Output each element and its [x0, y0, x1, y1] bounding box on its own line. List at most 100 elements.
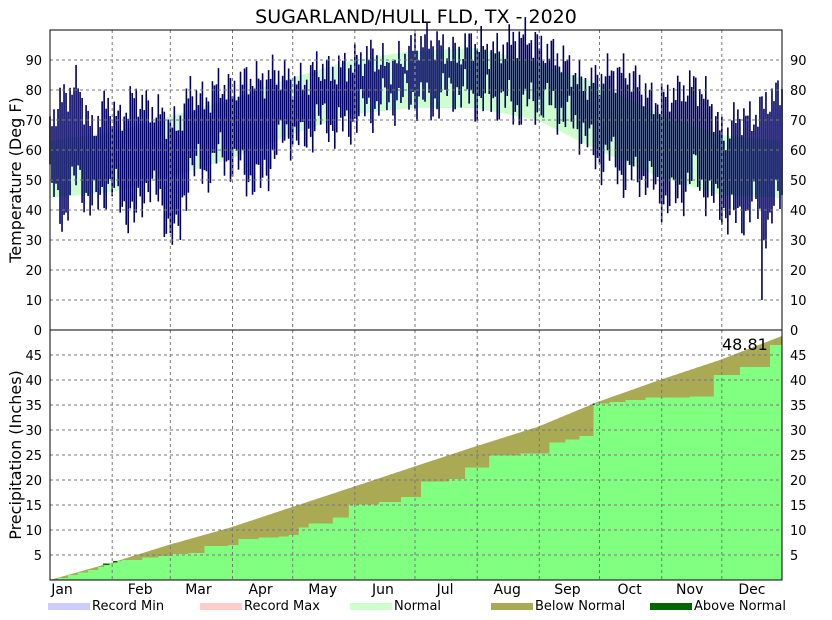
daily-temperature-bar — [155, 117, 158, 195]
daily-temperature-bar — [424, 34, 426, 102]
daily-temperature-bar — [709, 106, 711, 181]
daily-temperature-bar — [763, 108, 765, 241]
daily-temperature-bar — [307, 94, 310, 129]
daily-temperature-bar — [622, 53, 625, 198]
daily-temperature-bar — [634, 65, 637, 157]
legend-swatch — [350, 602, 392, 610]
precipitation-tick-label-right: 20 — [790, 474, 807, 489]
daily-temperature-bar — [508, 24, 511, 80]
daily-temperature-bar — [668, 111, 671, 207]
daily-temperature-bar — [418, 60, 420, 97]
legend-swatch — [650, 602, 692, 610]
daily-temperature-bar — [372, 48, 374, 133]
daily-temperature-bar — [494, 53, 497, 97]
daily-temperature-bar — [735, 123, 737, 223]
daily-temperature-bar — [199, 93, 202, 169]
daily-temperature-bar — [253, 88, 256, 192]
precipitation-tick-label-left: 15 — [25, 499, 42, 514]
daily-temperature-bar — [51, 126, 53, 183]
daily-temperature-bar — [769, 111, 771, 213]
daily-temperature-bar — [171, 127, 174, 245]
month-label: Jun — [371, 582, 394, 598]
daily-temperature-bar — [522, 34, 525, 95]
daily-temperature-bar — [201, 81, 204, 184]
daily-temperature-bar — [536, 34, 539, 113]
daily-temperature-bar — [197, 105, 200, 144]
daily-temperature-bar — [676, 75, 679, 199]
precipitation-tick-label-left: 35 — [25, 399, 42, 414]
daily-temperature-bar — [777, 80, 779, 191]
daily-temperature-bar — [688, 70, 691, 184]
daily-temperature-bar — [723, 140, 725, 209]
daily-temperature-bar — [137, 116, 140, 188]
daily-temperature-bar — [542, 60, 545, 118]
daily-temperature-bar — [452, 36, 454, 112]
daily-temperature-bar — [75, 65, 77, 186]
daily-temperature-bar — [305, 79, 308, 148]
temperature-tick-label-right: 80 — [790, 84, 807, 99]
daily-temperature-bar — [275, 84, 278, 155]
daily-temperature-bar — [556, 53, 559, 135]
daily-temperature-bar — [420, 36, 422, 83]
daily-temperature-bar — [263, 98, 266, 160]
daily-temperature-bar — [596, 74, 599, 158]
temperature-tick-label-right: 10 — [790, 294, 807, 309]
daily-temperature-bar — [642, 106, 645, 177]
legend-swatch — [491, 602, 533, 610]
daily-temperature-bar — [61, 102, 63, 232]
daily-temperature-bar — [209, 112, 212, 183]
daily-temperature-bar — [516, 58, 519, 106]
daily-temperature-bar — [97, 115, 99, 210]
daily-temperature-bar — [472, 60, 474, 94]
daily-temperature-bar — [123, 116, 125, 202]
temperature-tick-label-right: 70 — [790, 114, 807, 129]
legend-label: Above Normal — [694, 598, 786, 614]
daily-temperature-bar — [287, 68, 290, 139]
daily-temperature-bar — [490, 50, 493, 112]
daily-temperature-bar — [482, 46, 484, 112]
daily-temperature-bar — [354, 43, 356, 119]
daily-temperature-bar — [486, 43, 488, 75]
daily-temperature-bar — [105, 108, 107, 210]
daily-temperature-bar — [414, 33, 416, 110]
daily-temperature-bar — [127, 118, 130, 234]
daily-temperature-bar — [279, 89, 282, 121]
daily-temperature-bar — [269, 78, 272, 170]
above-normal-precipitation-bar — [107, 563, 110, 565]
daily-temperature-bar — [333, 79, 336, 149]
daily-temperature-bar — [141, 94, 144, 218]
daily-temperature-bar — [247, 94, 250, 183]
daily-temperature-bar — [229, 78, 232, 182]
daily-temperature-bar — [612, 71, 615, 137]
daily-temperature-bar — [400, 63, 402, 103]
daily-temperature-bar — [686, 95, 689, 173]
daily-temperature-bar — [350, 64, 352, 145]
above-normal-precipitation-bar — [115, 561, 118, 563]
daily-temperature-bar — [295, 84, 298, 141]
daily-temperature-bar — [658, 114, 661, 204]
daily-temperature-bar — [241, 84, 244, 150]
daily-temperature-bar — [506, 42, 509, 96]
daily-temperature-bar — [438, 40, 440, 119]
daily-temperature-bar — [454, 42, 456, 110]
daily-temperature-bar — [368, 59, 370, 98]
daily-temperature-bar — [628, 73, 631, 165]
daily-temperature-bar — [219, 97, 222, 133]
precipitation-tick-label-right: 35 — [790, 399, 807, 414]
daily-temperature-bar — [620, 72, 623, 175]
legend-item: Normal — [350, 598, 441, 614]
daily-temperature-bar — [426, 21, 428, 83]
daily-temperature-bar — [317, 77, 320, 116]
daily-temperature-bar — [139, 108, 142, 197]
daily-temperature-bar — [468, 33, 470, 104]
daily-temperature-bar — [223, 85, 226, 176]
precipitation-tick-label-left: 5 — [34, 549, 42, 564]
precipitation-tick-label-left: 10 — [25, 524, 42, 539]
daily-temperature-bar — [598, 94, 601, 165]
daily-temperature-bar — [87, 110, 89, 197]
daily-temperature-bar — [630, 91, 633, 181]
axes: 0 0 10 10 20 20 30 30 40 40 50 50 60 60 70 70 80 80 90 90 5 5… — [25, 29, 807, 598]
daily-temperature-bar — [261, 73, 264, 178]
daily-temperature-bar — [500, 63, 503, 93]
precipitation-tick-label-right: 15 — [790, 499, 807, 514]
